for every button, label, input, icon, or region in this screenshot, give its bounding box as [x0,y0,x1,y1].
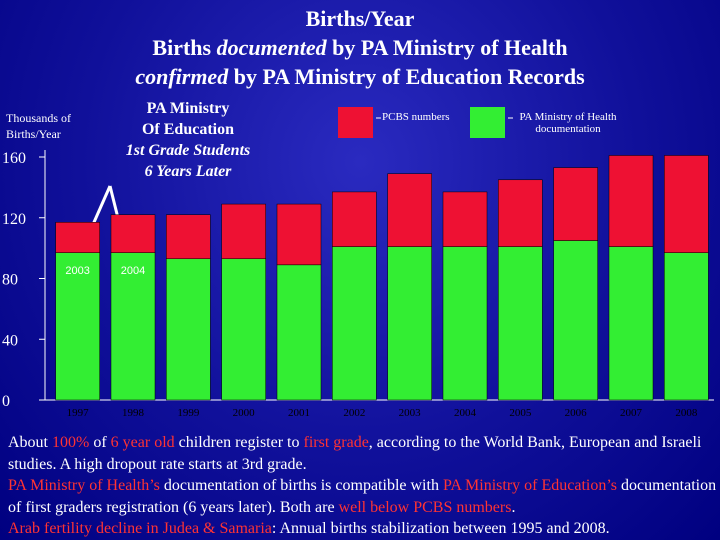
bar-segment [664,155,709,253]
note-text: of [89,434,111,451]
bar-label: 2004 [121,265,145,277]
title-part: by PA Ministry of Health [326,35,568,60]
note-text: PA Ministry of Education’s [442,477,618,494]
title-part: Births [152,35,217,60]
bar-segment [166,258,211,401]
bar-segment [332,191,377,247]
note-paragraph: PA Ministry of Health’s documentation of… [8,475,718,518]
y-tick-label: 40 [2,332,18,349]
bar-segment [442,246,488,401]
note-text: : Annual births stabilization between 19… [271,520,610,537]
note-text: , according to the World Bank, European … [8,434,702,473]
bar-segment [276,264,322,401]
note-text: About [8,434,52,451]
bar-segment [553,240,598,401]
x-tick-label: 2002 [343,407,365,419]
y-tick-label: 80 [2,272,18,289]
bar-segment [664,252,709,401]
x-tick-label: 1999 [177,407,200,419]
x-tick-label: 2008 [675,407,698,419]
note-text: documentation of births is compatible wi… [159,477,443,494]
title-line: Births documented by PA Ministry of Heal… [0,33,720,62]
bar-segment [55,252,100,401]
bar-segment [498,246,543,401]
bar-segment [387,173,432,247]
x-tick-label: 2006 [565,407,588,419]
bar-label: 2003 [65,265,89,277]
note-text: 100% [52,434,90,451]
annotation-line: 6 Years Later [144,163,232,180]
annotation-line: Of Education [141,121,234,138]
title-part: confirmed [135,64,229,89]
legend-swatch [338,107,373,138]
annotation-line: PA Ministry [146,100,230,117]
bar-segment [221,203,266,260]
x-tick-label: 2004 [454,407,477,419]
y-tick-label: 120 [2,211,26,228]
title-line: confirmed by PA Ministry of Education Re… [0,62,720,91]
annotation: PA Ministry Of Education 1st Grade Student… [108,98,268,182]
note-text: 6 year old [110,434,175,451]
y-tick-label: 160 [2,150,26,167]
bar-segment [55,222,100,253]
title-line: Births/Year [305,6,415,31]
note-paragraph: About 100% of 6 year old children regist… [8,432,718,475]
bar-segment [608,246,654,401]
bar-segment [332,246,377,401]
bar-segment [110,252,156,401]
note-paragraph: Arab fertility decline in Judea & Samari… [8,518,718,540]
legend-label: PA Ministry of Health documentation [519,111,617,135]
bar-segment [608,155,654,247]
x-tick-label: 2005 [509,407,532,419]
note-text: well below PCBS numbers [338,498,512,516]
bar-segment [166,214,211,260]
annotation-line: 1st Grade Students [125,142,251,159]
bar-segment [276,203,322,266]
legend-label: PCBS numbers [382,111,450,123]
x-tick-label: 2003 [399,407,422,419]
x-tick-label: 1997 [67,407,90,419]
bar-segment [110,214,156,253]
x-tick-label: 2007 [620,407,643,419]
note-text: . [511,498,516,516]
bar-segment [498,179,543,247]
notes: About 100% of 6 year old children regist… [8,432,718,540]
x-tick-label: 1998 [122,407,145,419]
bar-segment [553,167,598,241]
legend-swatch [470,107,505,138]
bar-segment [442,191,488,247]
bar-segment [387,246,432,401]
x-tick-label: 2001 [288,407,310,419]
note-text: Arab fertility decline in Judea & Samari… [8,520,272,537]
title-part: documented [216,35,327,60]
y-axis-label: Thousands of Births/Year [6,111,71,141]
bar-segment [221,258,266,401]
title-part: by PA Ministry of Education Records [228,64,585,89]
note-text: documentation of first graders registrat… [8,477,717,516]
note-text: PA Ministry of Health’s [8,477,160,494]
note-text: children register to [174,434,304,451]
note-text: first grade [303,434,369,451]
y-tick-label: 0 [2,393,10,410]
x-tick-label: 2000 [233,407,256,419]
